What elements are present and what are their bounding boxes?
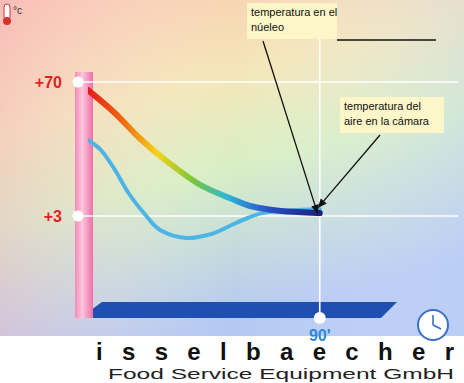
y-axis — [75, 72, 93, 318]
thermometer-bulb — [3, 17, 11, 25]
brand-name: isselbaecher — [96, 338, 454, 365]
annotation-arrow — [323, 135, 380, 202]
brand-tagline: Food Service Equipment GmbH — [108, 365, 454, 382]
grid-line — [80, 215, 458, 217]
clock-hand — [432, 315, 434, 325]
annotation-arrowhead — [311, 204, 318, 214]
y-tick-label: +3 — [44, 208, 62, 225]
clock-icon — [418, 310, 448, 340]
annotation-text: aire en la cámara — [344, 115, 430, 127]
annotation-box — [247, 3, 337, 39]
y-axis-unit: °c — [13, 5, 22, 16]
background — [0, 0, 464, 336]
annotation-text: núeleo — [251, 21, 284, 33]
grid-line — [80, 81, 458, 83]
chart-root: +70+390'°ctemperatura en elnúeleotempera… — [0, 0, 464, 383]
annotation-text: temperatura del — [344, 100, 421, 112]
clock-hand — [433, 325, 441, 329]
annotation-arrow — [263, 41, 315, 206]
annotation-arrowhead — [318, 198, 327, 208]
chart-svg: +70+390'°ctemperatura en elnúeleotempera… — [0, 0, 464, 383]
x-tick-line — [319, 15, 321, 318]
annotation-text: temperatura en el — [251, 6, 337, 18]
y-tick-label: +70 — [35, 74, 62, 91]
y-tick — [73, 211, 84, 222]
x-axis-floor — [80, 302, 397, 318]
x-tick — [314, 312, 326, 324]
annotation-box — [340, 97, 444, 133]
background-tint — [0, 0, 464, 336]
y-tick — [73, 77, 84, 88]
annotation-rule — [337, 39, 436, 40]
